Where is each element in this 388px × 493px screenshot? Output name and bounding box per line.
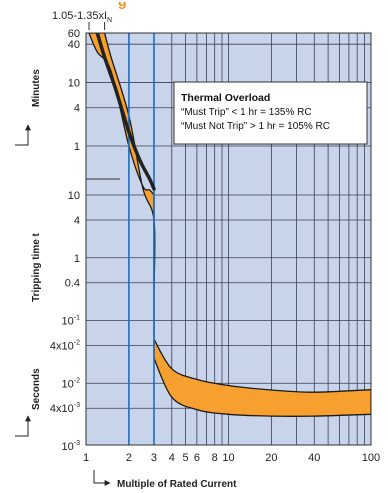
x-tick-label: 8	[212, 452, 218, 464]
x-tick-label: 10	[222, 452, 234, 464]
tripping-band	[88, 33, 371, 417]
x-tick-label: 1	[83, 452, 89, 464]
mean-trip-curve	[95, 33, 156, 191]
x-tick-label: 20	[265, 452, 277, 464]
plot-border	[85, 32, 372, 446]
x-tick-label: 6	[194, 452, 200, 464]
thermal-overload-note: Thermal Overload “Must Trip” < 1 hr = 13…	[173, 81, 368, 145]
y-tick-label-minutes: 1	[74, 141, 80, 153]
y-tick-label-seconds: 0.4	[65, 278, 80, 290]
x-axis-label: Multiple of Rated Current	[93, 470, 237, 490]
y-tick-label-seconds: 10	[68, 190, 80, 202]
svg-text:1.05-1.35xIN: 1.05-1.35xIN	[52, 10, 112, 24]
top-range-sub: N	[107, 17, 112, 24]
y-tick-label-seconds: 10-2	[62, 377, 81, 390]
y-tick-label-seconds: 4x10-3	[50, 402, 80, 415]
x-tick-label: 2	[126, 452, 132, 464]
y-tick-label-seconds: 10-3	[62, 440, 81, 453]
y-tick-label-seconds: 4x10-2	[50, 339, 80, 352]
note-title: Thermal Overload	[181, 92, 270, 104]
y-axis-minutes-label: Minutes	[15, 69, 42, 146]
y-tick-label-seconds: 10-1	[62, 315, 81, 328]
note-line-1: “Must Trip” < 1 hr = 135% RC	[181, 107, 312, 118]
svg-text:Tripping time t: Tripping time t	[31, 232, 42, 302]
svg-text:Multiple of Rated Current: Multiple of Rated Current	[117, 479, 237, 490]
chart-title-fragment: g	[118, 0, 127, 9]
svg-text:Minutes: Minutes	[31, 69, 42, 107]
x-tick-label: 100	[362, 452, 380, 464]
y-tick-label-minutes: 10	[68, 77, 80, 89]
x-tick-label: 40	[308, 452, 320, 464]
top-range-label: 1.05-1.35xIN	[52, 10, 112, 30]
title-clip-band	[0, 0, 388, 2]
x-tick-label: 5	[183, 452, 189, 464]
y-tick-label-minutes: 40	[68, 39, 80, 51]
x-tick-label: 4	[169, 452, 175, 464]
y-tick-label-minutes: 60	[68, 28, 80, 40]
x-tick-label: 3	[151, 452, 157, 464]
svg-text:Seconds: Seconds	[31, 368, 42, 410]
top-range-text: 1.05-1.35xI	[52, 10, 107, 22]
y-tick-label-seconds: 1	[74, 253, 80, 265]
y-tick-label-seconds: 4	[74, 215, 80, 227]
y-axis-seconds-label: Seconds	[15, 368, 42, 437]
y-tick-label-minutes: 4	[74, 103, 80, 115]
y-axis-main-label: Tripping time t	[31, 232, 42, 302]
note-line-2: “Must Not Trip” > 1 hr = 105% RC	[181, 121, 330, 132]
